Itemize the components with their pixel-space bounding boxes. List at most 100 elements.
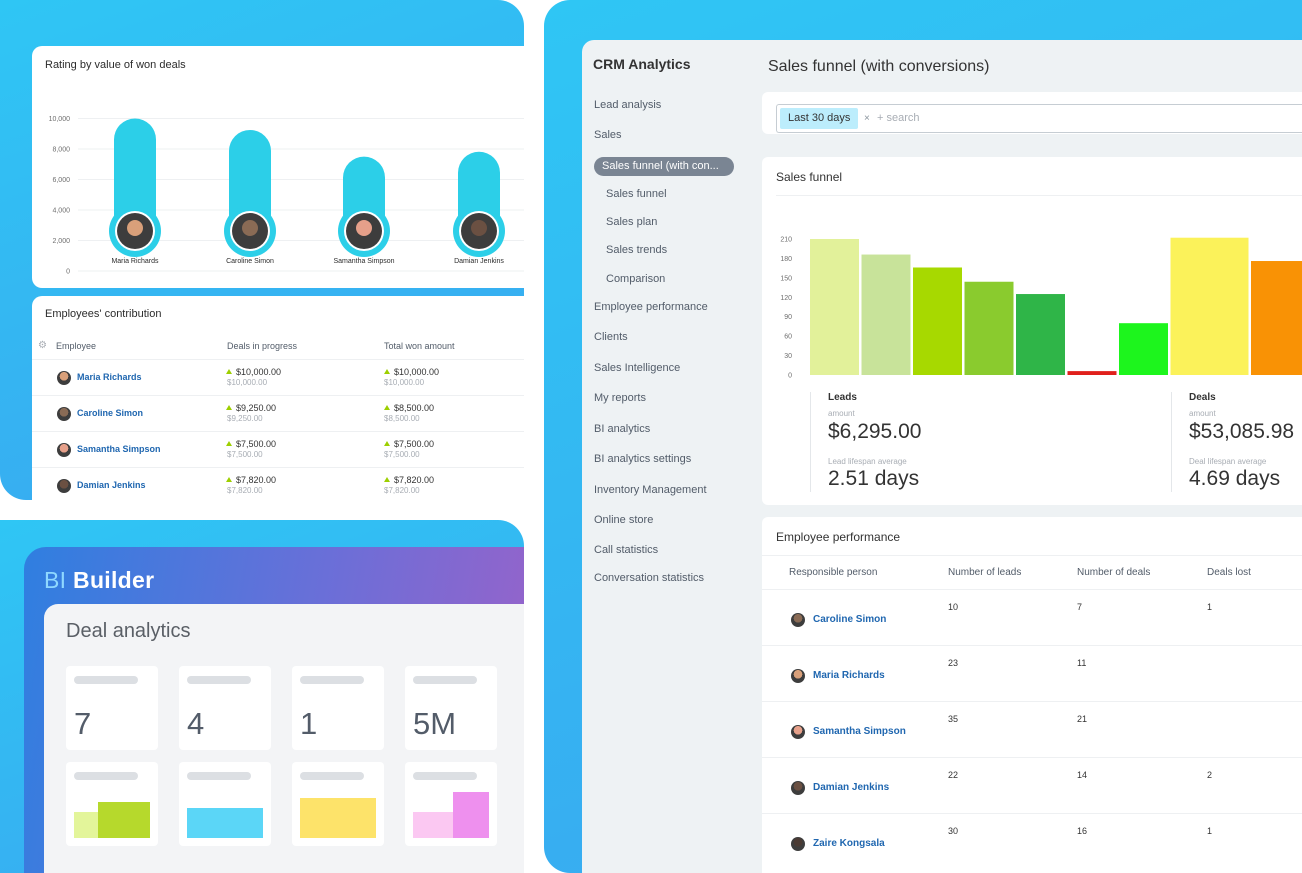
placeholder-bar bbox=[74, 772, 138, 780]
kpi-value: 7 bbox=[74, 706, 92, 741]
mini-chart-tile[interactable] bbox=[66, 762, 158, 846]
nav-sales[interactable]: Sales bbox=[594, 129, 622, 141]
nav-inventory-management[interactable]: Inventory Management bbox=[594, 484, 707, 496]
divider bbox=[762, 555, 1302, 556]
won-amount-value: $10,000.00 bbox=[394, 367, 440, 377]
nav-sales-trends[interactable]: Sales trends bbox=[606, 244, 668, 256]
mini-chart-tile[interactable] bbox=[179, 762, 271, 846]
nav-sales-plan[interactable]: Sales plan bbox=[606, 216, 658, 228]
table-row[interactable]: Samantha Simpson $7,500.00 $7,500.00 $7,… bbox=[32, 431, 524, 467]
funnel-bar[interactable] bbox=[913, 267, 962, 375]
mini-bar bbox=[187, 808, 263, 838]
mini-bar bbox=[453, 792, 489, 838]
kpi-value: 5M bbox=[413, 706, 457, 741]
mini-chart-tile[interactable] bbox=[292, 762, 384, 846]
person-name[interactable]: Damian Jenkins bbox=[813, 782, 890, 793]
bi-title-rest: Builder bbox=[66, 567, 155, 593]
leads-label: Leads bbox=[828, 392, 857, 403]
funnel-bar[interactable] bbox=[861, 254, 911, 375]
nav-sales-funnel-conversions[interactable]: Sales funnel (with con... bbox=[594, 157, 734, 176]
col-responsible: Responsible person bbox=[789, 567, 878, 578]
search-placeholder[interactable]: + search bbox=[877, 112, 920, 124]
deals-count: 16 bbox=[1077, 826, 1088, 836]
divider bbox=[776, 195, 1302, 196]
divider bbox=[810, 392, 811, 492]
table-row[interactable]: Damian Jenkins $7,820.00 $7,820.00 $7,82… bbox=[32, 467, 524, 503]
up-arrow-icon bbox=[226, 477, 232, 482]
col-employee: Employee bbox=[56, 341, 97, 351]
table-row[interactable]: Caroline Simon $9,250.00 $9,250.00 $8,50… bbox=[32, 395, 524, 431]
leads-amount: $6,295.00 bbox=[828, 420, 922, 443]
col-total-won: Total won amount bbox=[384, 341, 455, 351]
table-row[interactable]: Maria Richards 23 11 bbox=[762, 645, 1302, 701]
y-tick-label: 210 bbox=[780, 237, 792, 244]
funnel-bar[interactable] bbox=[1170, 237, 1249, 375]
nav-clients[interactable]: Clients bbox=[594, 331, 628, 343]
up-arrow-icon bbox=[226, 405, 232, 410]
up-arrow-icon bbox=[384, 369, 390, 374]
y-tick-label: 90 bbox=[784, 314, 792, 321]
placeholder-bar bbox=[187, 676, 251, 684]
funnel-bar[interactable] bbox=[1067, 371, 1117, 375]
nav-sales-funnel[interactable]: Sales funnel bbox=[606, 188, 667, 200]
kpi-tile[interactable]: 5M bbox=[405, 666, 497, 750]
employee-name[interactable]: Maria Richards bbox=[77, 372, 142, 382]
deals-in-progress-sub: $9,250.00 bbox=[227, 414, 263, 423]
nav-online-store[interactable]: Online store bbox=[594, 514, 654, 526]
nav-call-statistics[interactable]: Call statistics bbox=[594, 544, 659, 556]
deal-analytics-card: Deal analytics 7 4 1 5M bbox=[44, 604, 524, 873]
nav-lead-analysis[interactable]: Lead analysis bbox=[594, 99, 662, 111]
employee-name[interactable]: Samantha Simpson bbox=[77, 444, 161, 454]
table-row[interactable]: Caroline Simon 10 7 1 bbox=[762, 589, 1302, 645]
avatar-face bbox=[127, 220, 143, 236]
y-tick-label: 0 bbox=[66, 269, 70, 276]
nav-bi-analytics-settings[interactable]: BI analytics settings bbox=[594, 453, 692, 465]
close-icon[interactable]: × bbox=[864, 113, 870, 124]
deals-in-progress-value: $10,000.00 bbox=[236, 367, 282, 377]
avatar bbox=[791, 669, 805, 683]
nav-conversation-statistics[interactable]: Conversation statistics bbox=[594, 572, 705, 584]
nav-comparison[interactable]: Comparison bbox=[606, 273, 666, 285]
kpi-value: 4 bbox=[187, 706, 205, 741]
nav-my-reports[interactable]: My reports bbox=[594, 392, 646, 404]
sales-funnel-chart: 210 180 150 120 90 60 30 0 bbox=[780, 237, 1302, 380]
nav-sales-intelligence[interactable]: Sales Intelligence bbox=[594, 362, 681, 374]
col-deals-in-progress: Deals in progress bbox=[227, 341, 298, 351]
kpi-tile[interactable]: 7 bbox=[66, 666, 158, 750]
mini-chart-tile[interactable] bbox=[405, 762, 497, 846]
won-amount-value: $8,500.00 bbox=[394, 403, 435, 413]
deals-lifespan: 4.69 days bbox=[1189, 467, 1281, 490]
nav-bi-analytics[interactable]: BI analytics bbox=[594, 423, 651, 435]
employee-name[interactable]: Caroline Simon bbox=[77, 408, 144, 418]
table-row[interactable]: Maria Richards $10,000.00 $10,000.00 $10… bbox=[32, 359, 524, 395]
funnel-bar[interactable] bbox=[1119, 323, 1168, 375]
person-name[interactable]: Samantha Simpson bbox=[813, 726, 906, 737]
deals-amount: $53,085.98 bbox=[1189, 420, 1295, 443]
filter-chip[interactable]: Last 30 days bbox=[780, 108, 859, 129]
table-row[interactable]: Samantha Simpson 35 21 bbox=[762, 701, 1302, 757]
table-row[interactable]: Damian Jenkins 22 14 2 bbox=[762, 757, 1302, 813]
avatar bbox=[57, 479, 71, 493]
employee-name[interactable]: Damian Jenkins bbox=[77, 480, 146, 490]
kpi-tile[interactable]: 4 bbox=[179, 666, 271, 750]
person-name[interactable]: Zaire Kongsala bbox=[813, 838, 885, 849]
funnel-bar[interactable] bbox=[810, 239, 859, 375]
person-name[interactable]: Maria Richards bbox=[813, 670, 885, 681]
placeholder-bar bbox=[187, 772, 251, 780]
kpi-tile[interactable]: 1 bbox=[292, 666, 384, 750]
y-tick-label: 30 bbox=[784, 353, 792, 360]
search-input[interactable]: Last 30 days × + search bbox=[776, 104, 1302, 133]
funnel-bar[interactable] bbox=[1016, 294, 1065, 375]
nav-employee-performance[interactable]: Employee performance bbox=[594, 301, 708, 313]
leads-count: 10 bbox=[948, 602, 959, 612]
avatar-face bbox=[242, 220, 258, 236]
table-row[interactable]: Zaire Kongsala 30 16 1 bbox=[762, 813, 1302, 869]
y-tick-label: 2,000 bbox=[52, 238, 70, 245]
deals-in-progress-sub: $7,820.00 bbox=[227, 486, 263, 495]
person-name[interactable]: Caroline Simon bbox=[813, 614, 887, 625]
funnel-bar[interactable] bbox=[964, 281, 1014, 375]
settings-gear-icon[interactable]: ⚙ bbox=[38, 340, 47, 351]
rating-chart: 10,000 8,000 6,000 4,000 2,000 0 Maria Richard… bbox=[49, 116, 524, 276]
deals-in-progress-sub: $10,000.00 bbox=[227, 378, 268, 387]
funnel-bar[interactable] bbox=[1251, 261, 1302, 375]
